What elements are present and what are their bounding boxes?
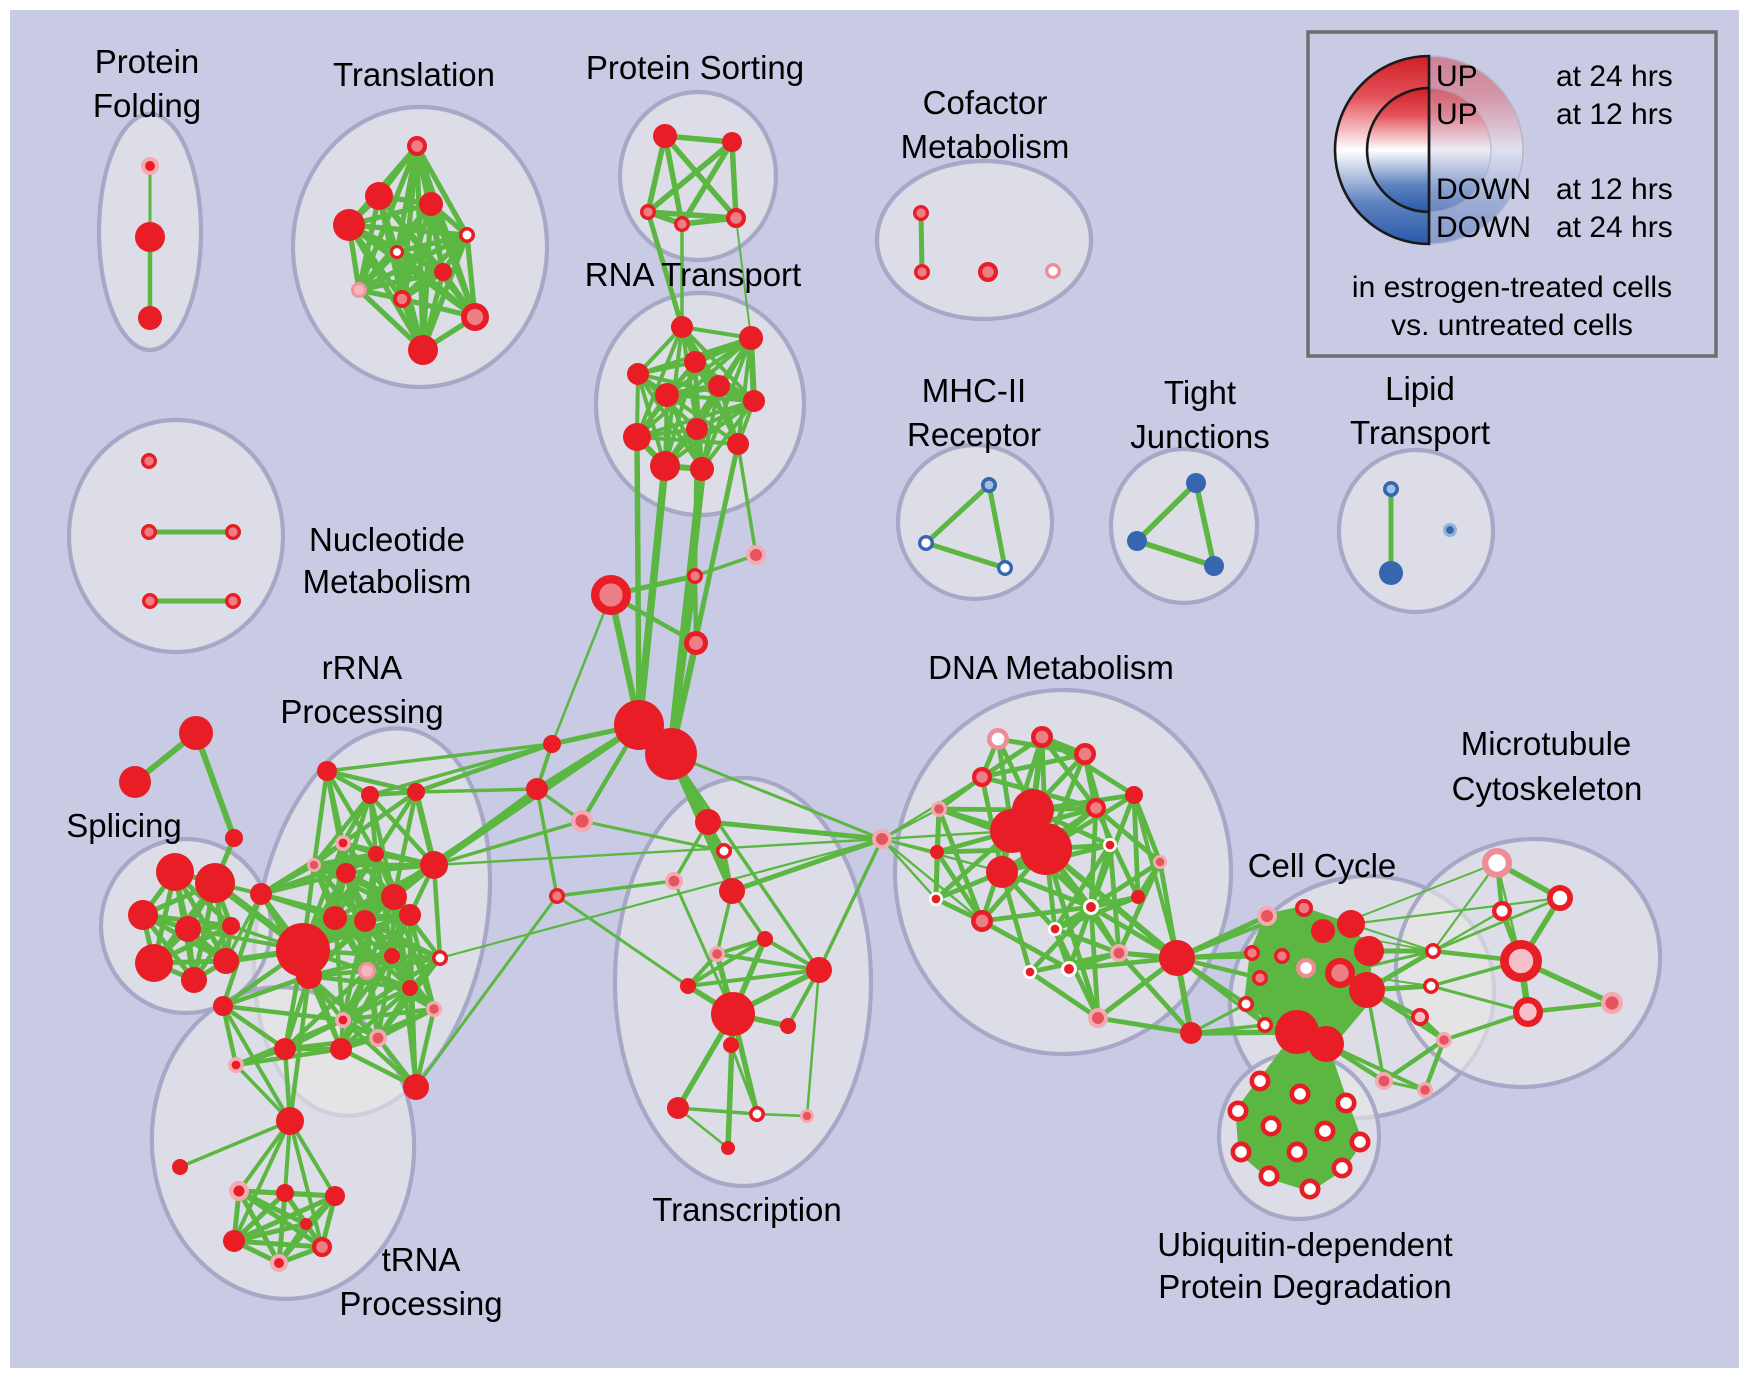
svg-text:Tight: Tight <box>1164 374 1236 411</box>
svg-text:Ubiquitin-dependent: Ubiquitin-dependent <box>1157 1226 1452 1263</box>
svg-text:at 12 hrs: at 12 hrs <box>1556 98 1673 131</box>
svg-text:Receptor: Receptor <box>907 416 1041 453</box>
svg-text:Transport: Transport <box>1350 414 1490 451</box>
svg-text:at 24 hrs: at 24 hrs <box>1556 211 1673 244</box>
svg-text:MHC-II: MHC-II <box>922 372 1026 409</box>
svg-text:Cytoskeleton: Cytoskeleton <box>1452 770 1643 807</box>
svg-text:Nucleotide: Nucleotide <box>309 521 465 558</box>
svg-text:in estrogen-treated cells: in estrogen-treated cells <box>1352 271 1672 304</box>
svg-text:Cofactor: Cofactor <box>923 84 1048 121</box>
svg-text:Microtubule: Microtubule <box>1461 725 1632 762</box>
svg-text:Translation: Translation <box>333 56 495 93</box>
svg-text:tRNA: tRNA <box>382 1241 461 1278</box>
svg-text:DOWN: DOWN <box>1436 173 1531 206</box>
svg-text:UP: UP <box>1436 98 1478 131</box>
svg-text:Junctions: Junctions <box>1130 418 1269 455</box>
svg-text:Metabolism: Metabolism <box>303 563 472 600</box>
svg-text:at 12 hrs: at 12 hrs <box>1556 173 1673 206</box>
svg-text:Folding: Folding <box>93 87 201 124</box>
svg-text:vs. untreated cells: vs. untreated cells <box>1391 309 1633 342</box>
svg-text:Cell Cycle: Cell Cycle <box>1248 847 1397 884</box>
svg-text:Metabolism: Metabolism <box>901 128 1070 165</box>
svg-text:DOWN: DOWN <box>1436 211 1531 244</box>
svg-text:DNA Metabolism: DNA Metabolism <box>928 649 1174 686</box>
svg-text:Transcription: Transcription <box>652 1191 842 1228</box>
svg-text:Protein Sorting: Protein Sorting <box>586 49 804 86</box>
svg-text:UP: UP <box>1436 60 1478 93</box>
svg-text:Processing: Processing <box>339 1285 502 1322</box>
svg-text:RNA Transport: RNA Transport <box>585 256 801 293</box>
svg-text:Protein Degradation: Protein Degradation <box>1158 1268 1452 1305</box>
svg-text:Processing: Processing <box>280 693 443 730</box>
svg-text:rRNA: rRNA <box>322 649 403 686</box>
svg-text:Lipid: Lipid <box>1385 370 1455 407</box>
svg-text:at 24 hrs: at 24 hrs <box>1556 60 1673 93</box>
svg-text:Protein: Protein <box>95 43 200 80</box>
svg-text:Splicing: Splicing <box>66 807 182 844</box>
